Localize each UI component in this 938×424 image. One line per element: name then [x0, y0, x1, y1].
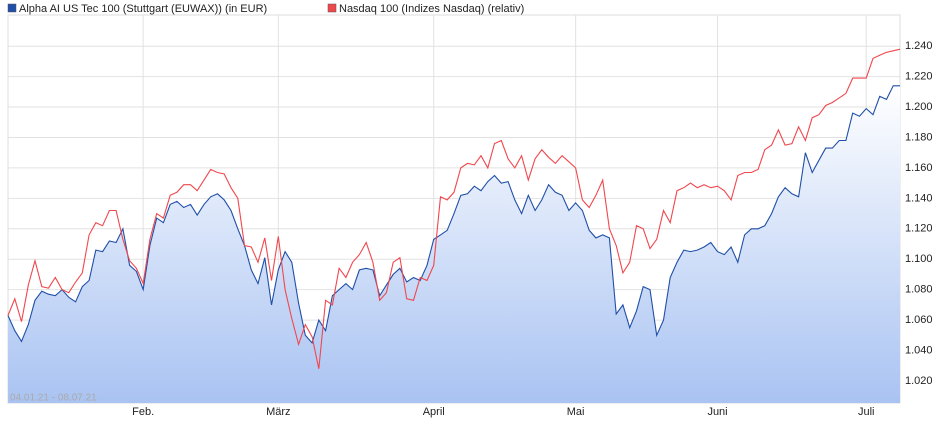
line [7, 85, 900, 345]
area [8, 85, 900, 404]
x-tick-label: Juli [858, 406, 875, 418]
y-tick-label: 1.180 [905, 131, 933, 143]
y-tick-label: 1.040 [905, 344, 933, 356]
y-tick-label: 1.120 [905, 223, 933, 235]
legend: Alpha AI US Tec 100 (Stuttgart (EUWAX)) … [7, 3, 524, 15]
line [7, 48, 901, 369]
date-range: 04.01.21 - 08.07.21 [10, 393, 97, 404]
x-tick-label: April [423, 406, 445, 418]
y-tick-label: 1.160 [905, 162, 933, 174]
legend-swatch [7, 3, 17, 13]
x-tick-label: Juni [707, 406, 727, 418]
legend-swatch [327, 3, 337, 13]
y-tick-label: 1.080 [905, 284, 933, 296]
legend-label: Alpha AI US Tec 100 (Stuttgart (EUWAX)) … [19, 3, 267, 15]
y-tick-label: 1.240 [905, 40, 933, 52]
legend-label: Nasdaq 100 (Indizes Nasdaq) (relativ) [339, 3, 524, 15]
y-tick-label: 1.140 [905, 192, 933, 204]
y-tick-label: 1.100 [905, 253, 933, 265]
y-tick-label: 1.060 [905, 314, 933, 326]
plot [7, 48, 901, 404]
x-tick-label: März [266, 406, 290, 418]
y-tick-label: 1.220 [905, 71, 933, 83]
y-tick-label: 1.020 [905, 375, 933, 387]
y-tick-label: 1.200 [905, 101, 933, 113]
x-tick-label: Mai [567, 406, 585, 418]
x-tick-label: Feb. [132, 406, 154, 418]
